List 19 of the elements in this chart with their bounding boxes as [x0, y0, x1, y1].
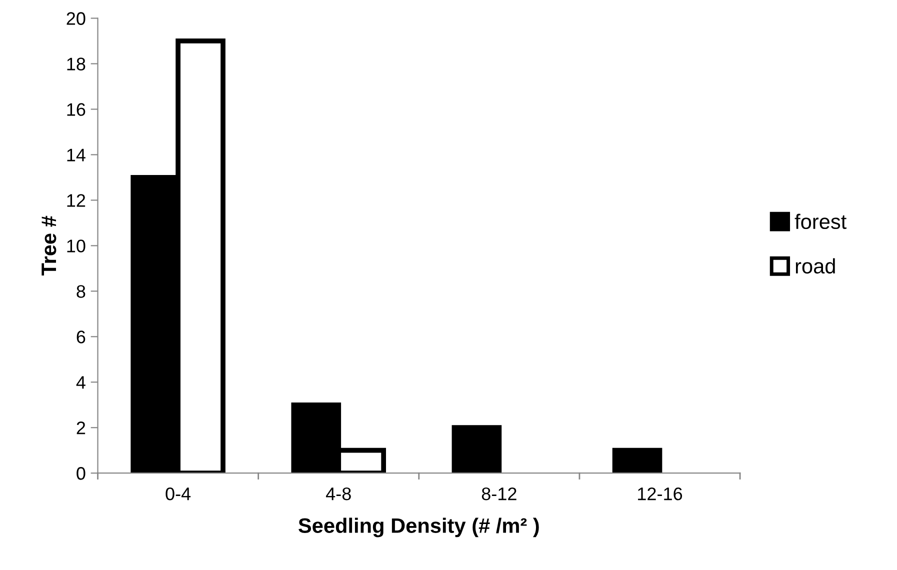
y-tick-label: 0 — [76, 467, 86, 480]
x-tick-label: 8-12 — [482, 487, 516, 500]
x-tick-label: 12-16 — [638, 487, 682, 500]
y-tick-label: 14 — [67, 148, 86, 162]
y-tick-label: 10 — [67, 240, 86, 252]
x-tick-label: 0-4 — [166, 487, 191, 500]
legend-label: forest — [794, 214, 846, 230]
y-tick-label: 8 — [76, 285, 86, 298]
y-tick-label: 6 — [76, 330, 86, 344]
y-tick-label: 12 — [67, 194, 86, 207]
y-tick-label: 2 — [76, 422, 86, 434]
y-tick-label: 4 — [76, 376, 86, 389]
legend-label: road — [796, 258, 835, 274]
x-axis-title: Seedling Density (# /m² ) — [298, 518, 539, 538]
y-tick-label: 18 — [67, 58, 86, 70]
y-axis-title: Tree # — [42, 216, 56, 276]
y-tick-label: 16 — [67, 103, 86, 116]
x-tick-label: 4-8 — [326, 487, 351, 500]
y-tick-label: 20 — [66, 12, 86, 25]
